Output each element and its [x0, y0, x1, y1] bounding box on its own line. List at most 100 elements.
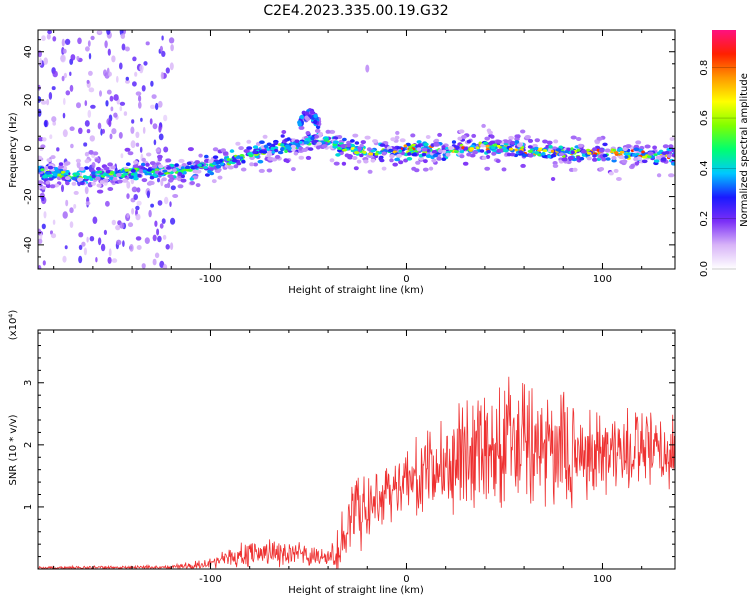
heatmap-cell	[177, 172, 183, 176]
heatmap-cell	[125, 79, 130, 84]
heatmap-cell	[61, 176, 66, 181]
heatmap-cell	[45, 171, 51, 175]
heatmap-cell	[69, 221, 74, 229]
heatmap-cell	[394, 157, 401, 162]
snr-plot-area	[38, 330, 675, 569]
heatmap-cell	[121, 43, 126, 51]
heatmap-cell	[136, 200, 142, 206]
heatmap-cell	[329, 158, 335, 163]
heatmap-cell	[197, 163, 203, 167]
heatmap-cell	[84, 120, 90, 127]
heatmap-cell	[42, 260, 46, 266]
heatmap-cell	[466, 152, 472, 157]
heatmap-cell	[228, 161, 233, 164]
heatmap-cell	[392, 162, 399, 167]
heatmap-cell	[56, 173, 62, 177]
heatmap-cell	[669, 137, 675, 141]
heatmap-cell	[103, 166, 110, 171]
heatmap-cell	[621, 159, 628, 164]
heatmap-cell	[431, 158, 437, 163]
heatmap-cell	[208, 159, 214, 164]
heatmap-cell	[180, 166, 185, 170]
heatmap-cell	[78, 166, 85, 171]
heatmap-cell	[192, 169, 198, 174]
heatmap-cell	[441, 145, 446, 149]
heatmap-cell	[204, 173, 210, 177]
heatmap-cell	[493, 143, 498, 147]
heatmap-cell	[40, 185, 46, 190]
heatmap-cell	[47, 173, 53, 178]
heatmap-cell	[84, 159, 90, 164]
heatmap-cell	[229, 149, 235, 153]
heatmap-cell	[672, 148, 675, 153]
heatmap-cell	[442, 153, 447, 157]
heatmap-cell	[138, 101, 142, 109]
heatmap-cell	[62, 112, 66, 119]
heatmap-cell	[421, 147, 428, 152]
heatmap-cell	[135, 236, 142, 241]
heatmap-cell	[266, 152, 273, 157]
heatmap-cell	[587, 151, 592, 155]
heatmap-cell	[498, 148, 505, 153]
heatmap-cell	[403, 144, 408, 148]
heatmap-cell	[356, 146, 362, 151]
heatmap-cell	[601, 157, 607, 162]
colorbar: 0.0 0.2 0.4 0.6 0.8 Normalized spectral ampl…	[699, 30, 750, 277]
heatmap-cell	[647, 155, 652, 159]
heatmap-cell	[155, 148, 161, 153]
heatmap-cell	[592, 147, 597, 152]
heatmap-cell	[38, 265, 42, 269]
heatmap-cell	[598, 148, 605, 153]
heatmap-cell	[69, 84, 74, 92]
heatmap-cell	[340, 144, 347, 148]
heatmap-cell	[611, 156, 617, 160]
heatmap-cell	[109, 171, 115, 174]
heatmap-cell	[367, 169, 373, 174]
heatmap-cell	[83, 247, 87, 256]
heatmap-cell	[466, 139, 471, 144]
heatmap-cell	[152, 234, 157, 242]
heatmap-cell	[198, 153, 203, 158]
heatmap-cell	[314, 128, 321, 133]
heatmap-cell	[634, 161, 640, 166]
heatmap-cell	[410, 133, 416, 138]
heatmap-cell	[139, 64, 144, 72]
heatmap-cell	[271, 157, 278, 162]
heatmap-cell	[553, 139, 559, 144]
heatmap-cell	[641, 150, 645, 154]
heatmap-cell	[605, 157, 611, 161]
heatmap-cell	[387, 148, 394, 153]
heatmap-cell	[108, 248, 112, 257]
heatmap-cell	[50, 233, 57, 239]
y-tick-label: -40	[23, 237, 34, 253]
heatmap-cell	[332, 140, 339, 144]
heatmap-cell	[170, 217, 176, 225]
heatmap-cell	[298, 155, 305, 160]
heatmap-cell	[71, 177, 76, 180]
heatmap-cell	[518, 150, 524, 154]
heatmap-cell	[390, 137, 396, 142]
heatmap-cell	[132, 81, 137, 87]
heatmap-cell	[107, 187, 114, 191]
heatmap-cell	[115, 225, 121, 231]
y-tick-label: 40	[23, 45, 34, 58]
heatmap-cell	[111, 128, 117, 135]
heatmap-cell	[125, 76, 129, 81]
heatmap-cell	[217, 175, 223, 180]
heatmap-cell	[38, 238, 43, 244]
heatmap-cell	[298, 140, 303, 144]
heatmap-cell	[125, 162, 131, 166]
heatmap-cell	[195, 183, 201, 188]
heatmap-cell	[87, 109, 92, 118]
heatmap-cell	[240, 167, 247, 172]
heatmap-cell	[78, 255, 83, 264]
heatmap-cell	[96, 183, 102, 188]
heatmap-cell	[44, 166, 49, 170]
heatmap-cell	[170, 185, 176, 191]
heatmap-cell	[141, 263, 146, 269]
heatmap-cell	[38, 108, 42, 117]
heatmap-cell	[185, 165, 190, 169]
heatmap-cell	[141, 162, 146, 167]
heatmap-cell	[309, 110, 315, 115]
heatmap-cell	[534, 151, 540, 155]
